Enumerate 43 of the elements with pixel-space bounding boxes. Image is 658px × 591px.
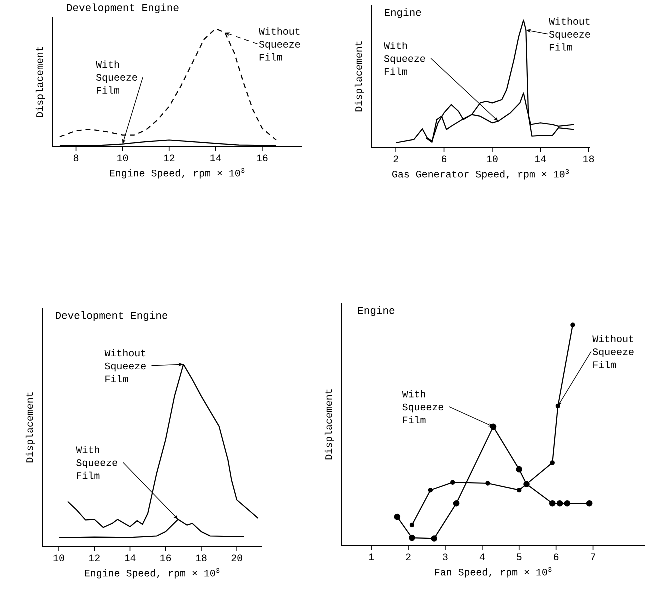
x-tick-label: 6 — [442, 156, 447, 163]
x-axis-title: Engine Speed, rpm × 10$^{3}$ — [110, 168, 245, 179]
x-axis-title: Gas Generator Speed, rpm × 10$^{3}$ — [392, 169, 570, 180]
x-tick-label: 8 — [74, 154, 79, 162]
x-tick-label: 6 — [554, 554, 559, 561]
x-tick-label: 18 — [584, 156, 594, 163]
text: With Squeeze Film — [384, 42, 426, 76]
text: With Squeeze Film — [96, 60, 138, 94]
legend-label: Without Squeeze Film — [549, 18, 590, 51]
text: Without Squeeze Film — [592, 335, 634, 368]
y-axis-title: Displacement — [324, 390, 334, 460]
x-tick-label: 10 — [118, 154, 128, 162]
x-tick-label: 10 — [54, 554, 64, 562]
x-tick-label: 16 — [257, 154, 268, 162]
x-tick-label: 4 — [480, 554, 485, 560]
x-tick-label: 14 — [535, 156, 546, 162]
x-tick-label: 14 — [210, 154, 222, 162]
y-axis-title: Displacement — [36, 47, 46, 118]
x-tick-label: 2 — [406, 554, 411, 560]
x-tick-label: 16 — [160, 554, 172, 562]
x-tick-label: 5 — [517, 554, 522, 560]
text: With Squeeze Film — [402, 390, 444, 424]
x-tick-label: 1 — [369, 554, 374, 560]
x-tick-label: 2 — [394, 156, 398, 162]
text: With Squeeze Film — [76, 446, 118, 480]
legend-label: Without Squeeze Film — [258, 28, 300, 61]
x-axis-title: Fan Speed, rpm × 10$^{3}$ — [435, 567, 552, 578]
chart-title: Engine — [385, 8, 422, 18]
chart-title: Development Engine — [56, 312, 168, 322]
x-tick-label: 7 — [591, 554, 596, 560]
x-tick-label: 18 — [196, 554, 207, 562]
chart-title: Development Engine — [67, 4, 179, 14]
x-tick-label: 3 — [443, 554, 448, 561]
legend-label: Without Squeeze Film — [104, 349, 146, 382]
x-tick-label: 10 — [487, 156, 498, 163]
chart-title: Engine — [358, 306, 395, 316]
y-axis-title: Displacement — [354, 42, 364, 112]
x-tick-label: 12 — [164, 154, 175, 162]
x-axis-title: Engine Speed, rpm × 10$^{3}$ — [85, 568, 220, 579]
x-tick-label: 12 — [89, 554, 100, 562]
y-axis-title: Displacement — [26, 392, 36, 463]
x-tick-label: 14 — [124, 554, 136, 562]
x-tick-label: 20 — [232, 554, 242, 562]
